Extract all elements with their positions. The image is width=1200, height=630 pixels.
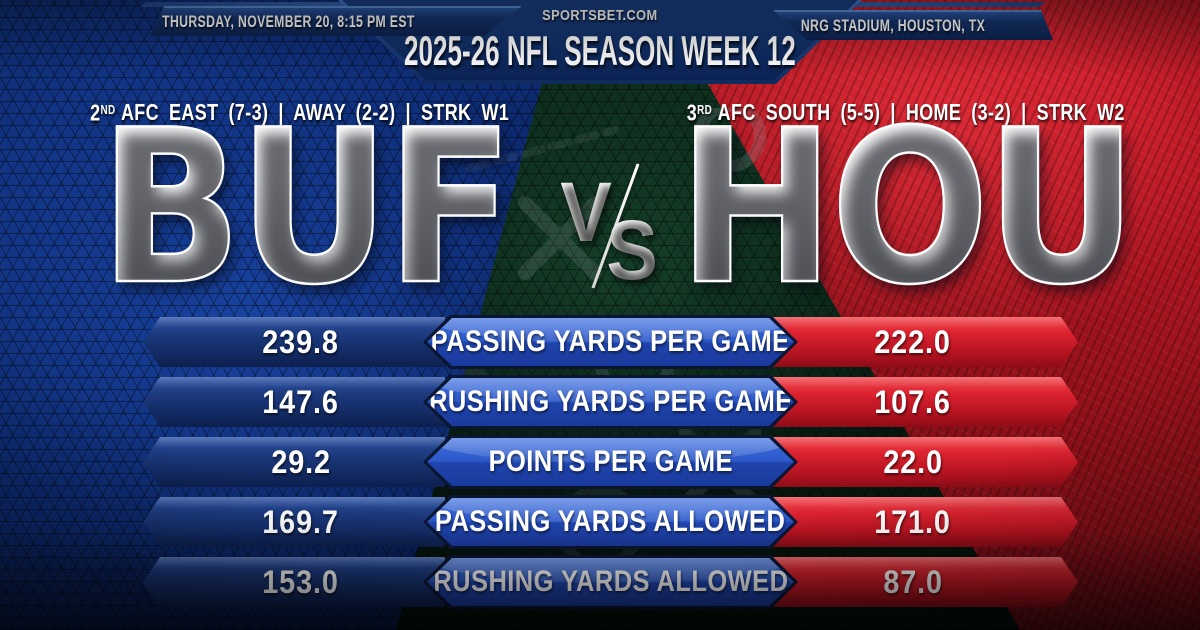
stat-label-bar: RUSHING YARDS ALLOWED (423, 555, 798, 609)
home-team-abbr: HOU (677, 84, 1138, 331)
away-stat-bar: 29.2 (143, 437, 445, 487)
home-stat-bar: 87.0 (762, 557, 1078, 607)
away-stat-value: 147.6 (262, 383, 340, 420)
vs-letter-v: V (560, 165, 612, 259)
away-stat-bar: 169.7 (143, 497, 445, 547)
stat-label: PASSING YARDS PER GAME (431, 325, 790, 358)
table-row: 239.8 222.0 PASSING YARDS PER GAME (143, 317, 1078, 367)
stats-table: 239.8 222.0 PASSING YARDS PER GAME 147.6… (143, 317, 1078, 617)
stat-label: RUSHING YARDS ALLOWED (432, 565, 789, 598)
away-stat-value: 153.0 (262, 563, 340, 600)
table-row: 153.0 87.0 RUSHING YARDS ALLOWED (143, 557, 1078, 607)
stat-label: POINTS PER GAME (488, 445, 733, 478)
table-row: 29.2 22.0 POINTS PER GAME (143, 437, 1078, 487)
away-stat-value: 239.8 (262, 323, 340, 360)
stat-label-bar: POINTS PER GAME (423, 435, 798, 489)
stat-label-bar: PASSING YARDS ALLOWED (423, 495, 798, 549)
away-stat-bar: 239.8 (143, 317, 445, 367)
table-row: 147.6 107.6 RUSHING YARDS PER GAME (143, 377, 1078, 427)
home-stat-bar: 22.0 (762, 437, 1078, 487)
site-url: SPORTSBET.COM (542, 7, 658, 24)
vs-letter-s: S (606, 203, 658, 297)
home-stat-value: 222.0 (874, 323, 952, 360)
page-title: 2025-26 NFL SEASON WEEK 12 (404, 27, 796, 74)
away-stat-bar: 147.6 (143, 377, 445, 427)
table-row: 169.7 171.0 PASSING YARDS ALLOWED (143, 497, 1078, 547)
stat-label-bar: PASSING YARDS PER GAME (423, 315, 798, 369)
away-stat-value: 169.7 (262, 503, 340, 540)
away-stat-bar: 153.0 (143, 557, 445, 607)
home-stat-value: 22.0 (883, 443, 943, 480)
away-stat-value: 29.2 (271, 443, 331, 480)
home-stat-bar: 222.0 (762, 317, 1078, 367)
home-stat-bar: 107.6 (762, 377, 1078, 427)
home-stat-value: 107.6 (874, 383, 952, 420)
stat-label: RUSHING YARDS PER GAME (428, 385, 793, 418)
home-stat-value: 171.0 (874, 503, 952, 540)
vs-separator: V S (552, 163, 668, 300)
away-team-abbr: BUF (76, 100, 534, 315)
stat-label-bar: RUSHING YARDS PER GAME (423, 375, 798, 429)
home-stat-value: 87.0 (883, 563, 943, 600)
home-stat-bar: 171.0 (762, 497, 1078, 547)
stat-label: PASSING YARDS ALLOWED (435, 505, 786, 538)
